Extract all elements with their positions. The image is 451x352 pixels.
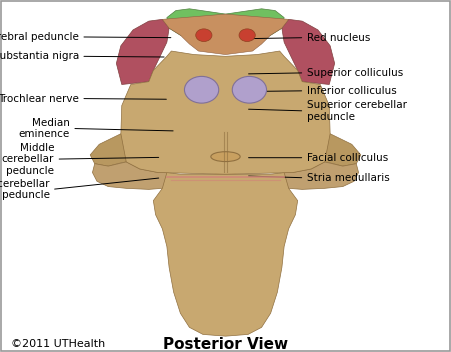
- Polygon shape: [325, 134, 361, 166]
- Polygon shape: [153, 172, 298, 336]
- Text: Substantia nigra: Substantia nigra: [0, 51, 79, 61]
- Text: Inferior colliculus: Inferior colliculus: [307, 86, 396, 96]
- Polygon shape: [280, 162, 359, 189]
- Circle shape: [232, 76, 267, 103]
- Text: Red nucleus: Red nucleus: [307, 33, 370, 43]
- Text: Posterior View: Posterior View: [163, 337, 288, 352]
- Text: Median
eminence: Median eminence: [18, 118, 70, 139]
- Circle shape: [196, 29, 212, 42]
- Text: Inferior cerebellar
peduncle: Inferior cerebellar peduncle: [0, 178, 50, 200]
- Text: Trochlear nerve: Trochlear nerve: [0, 94, 79, 103]
- Polygon shape: [162, 14, 289, 55]
- Text: Middle
cerebellar
peduncle: Middle cerebellar peduncle: [2, 143, 54, 176]
- Circle shape: [184, 76, 219, 103]
- Text: Superior cerebellar
peduncle: Superior cerebellar peduncle: [307, 100, 407, 122]
- Polygon shape: [90, 134, 126, 166]
- Polygon shape: [167, 9, 284, 42]
- Polygon shape: [282, 19, 335, 84]
- Polygon shape: [92, 162, 171, 189]
- Text: Superior colliculus: Superior colliculus: [307, 68, 403, 78]
- Text: Facial colliculus: Facial colliculus: [307, 153, 388, 163]
- Text: ©2011 UTHealth: ©2011 UTHealth: [11, 339, 106, 349]
- Polygon shape: [116, 19, 169, 84]
- Circle shape: [239, 29, 255, 42]
- Polygon shape: [121, 51, 330, 174]
- Ellipse shape: [211, 152, 240, 162]
- Text: Cerebral peduncle: Cerebral peduncle: [0, 32, 79, 42]
- Text: Stria medullaris: Stria medullaris: [307, 173, 389, 183]
